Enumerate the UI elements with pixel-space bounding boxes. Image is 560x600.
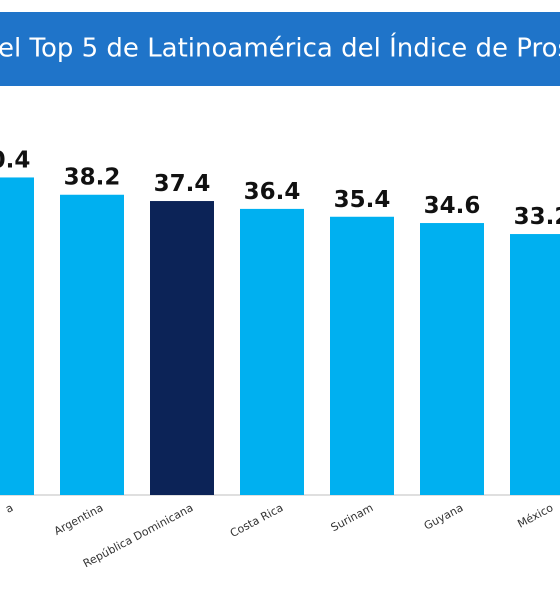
value-label: 38.2 <box>64 165 121 191</box>
title-banner <box>0 12 560 86</box>
bar <box>510 234 560 495</box>
value-label: 35.4 <box>334 187 391 213</box>
value-label: 36.4 <box>244 179 301 205</box>
bar <box>0 177 34 495</box>
bar <box>240 208 304 495</box>
bar <box>330 216 394 496</box>
value-label: 33.2 <box>514 204 560 230</box>
value-label: 37.4 <box>154 171 211 197</box>
bar <box>150 201 214 495</box>
bar <box>420 223 484 495</box>
value-label: 40.4 <box>0 147 30 173</box>
bar <box>60 194 124 496</box>
chart-title: el Top 5 de Latinoamérica del Índice de … <box>0 32 560 64</box>
value-label: 34.6 <box>424 193 481 219</box>
